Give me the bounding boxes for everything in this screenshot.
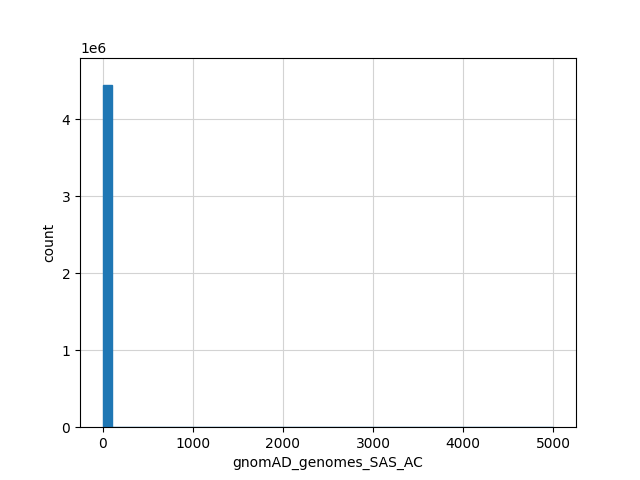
Y-axis label: count: count [42,223,56,262]
Bar [102,84,111,427]
X-axis label: gnomAD_genomes_SAS_AC: gnomAD_genomes_SAS_AC [232,456,424,470]
